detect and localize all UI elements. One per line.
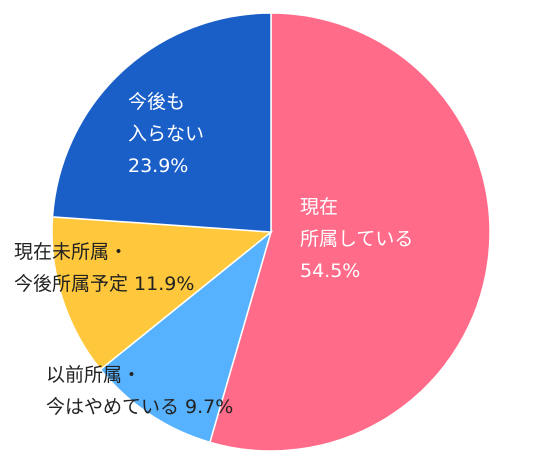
pie-slice-1 — [99, 229, 273, 444]
slice-label-former-member: 以前所属・ 今はやめている 9.7% — [46, 364, 234, 418]
pie-slice-2 — [51, 216, 273, 371]
pie-slice-3 — [51, 12, 272, 233]
slice-label-current-member: 現在 所属している 54.5% — [300, 196, 414, 282]
pie-slice-0 — [208, 12, 491, 452]
slice-label-planning-to-join: 現在未所属・ 今後所属予定 11.9% — [14, 241, 195, 295]
slice-label-never-join: 今後も 入らない 23.9% — [128, 91, 205, 177]
